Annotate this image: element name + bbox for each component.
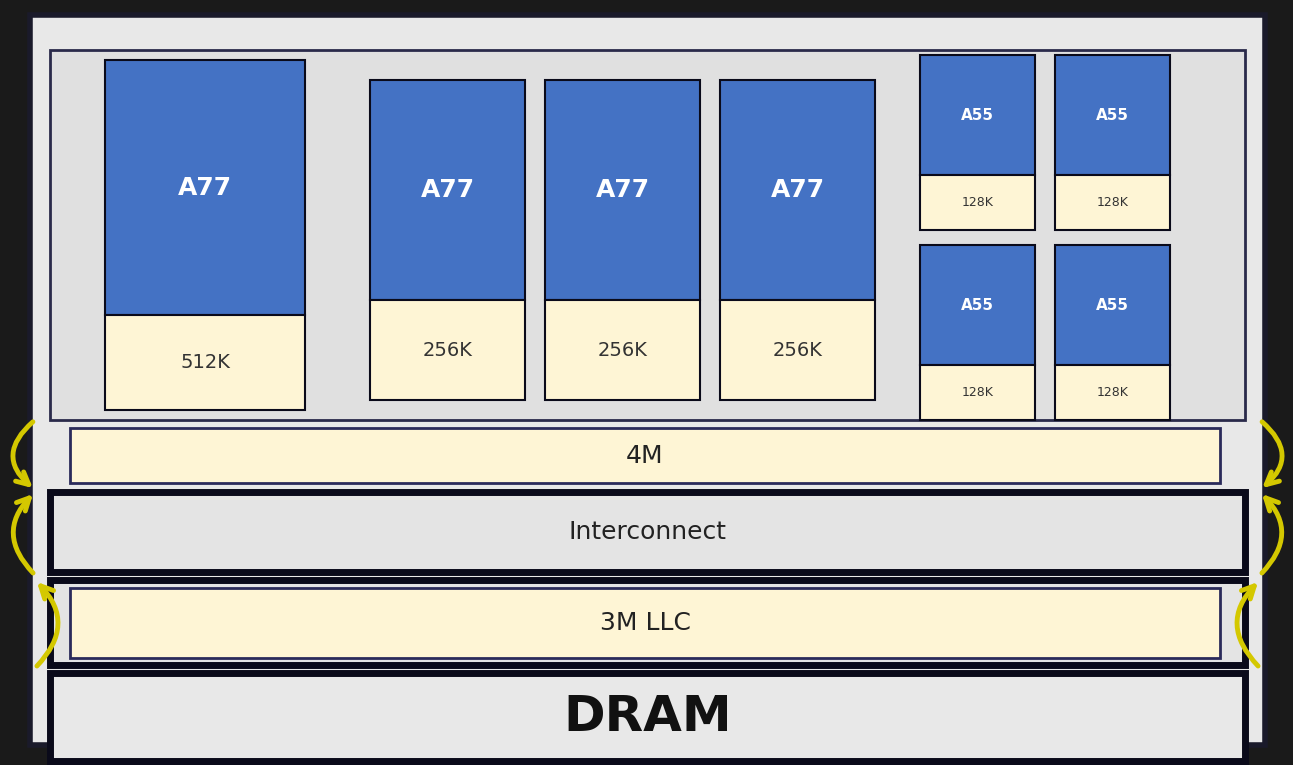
Bar — [50, 492, 1245, 572]
Bar — [105, 60, 305, 315]
Text: A55: A55 — [961, 108, 994, 122]
Bar — [720, 300, 875, 400]
Bar — [50, 580, 1245, 665]
Text: A55: A55 — [961, 298, 994, 312]
Text: 128K: 128K — [962, 196, 993, 209]
Bar — [921, 365, 1034, 420]
Bar — [921, 55, 1034, 175]
Text: 512K: 512K — [180, 353, 230, 372]
Bar — [1055, 245, 1170, 365]
Text: A77: A77 — [596, 178, 649, 202]
Bar — [105, 315, 305, 410]
Bar — [921, 175, 1034, 230]
Text: 3M LLC: 3M LLC — [600, 611, 690, 635]
Bar — [720, 80, 875, 300]
Bar — [1055, 55, 1170, 175]
Bar — [546, 300, 700, 400]
Bar — [921, 245, 1034, 365]
Text: 128K: 128K — [962, 386, 993, 399]
Text: 4M: 4M — [626, 444, 663, 467]
Text: 256K: 256K — [597, 340, 648, 360]
Text: 256K: 256K — [772, 340, 822, 360]
Text: A55: A55 — [1096, 108, 1129, 122]
Text: A55: A55 — [1096, 298, 1129, 312]
Text: DRAM: DRAM — [564, 693, 732, 741]
Bar — [370, 300, 525, 400]
Bar — [70, 588, 1221, 658]
Text: 256K: 256K — [423, 340, 472, 360]
Bar — [1055, 175, 1170, 230]
Bar — [370, 80, 525, 300]
Text: A77: A77 — [178, 175, 231, 200]
Bar — [546, 80, 700, 300]
Text: A77: A77 — [771, 178, 825, 202]
Bar — [70, 428, 1221, 483]
Bar — [50, 50, 1245, 420]
Text: 128K: 128K — [1096, 386, 1129, 399]
Text: Interconnect: Interconnect — [569, 520, 727, 544]
Text: A77: A77 — [420, 178, 475, 202]
Bar — [1055, 365, 1170, 420]
Bar — [50, 673, 1245, 761]
Text: 128K: 128K — [1096, 196, 1129, 209]
